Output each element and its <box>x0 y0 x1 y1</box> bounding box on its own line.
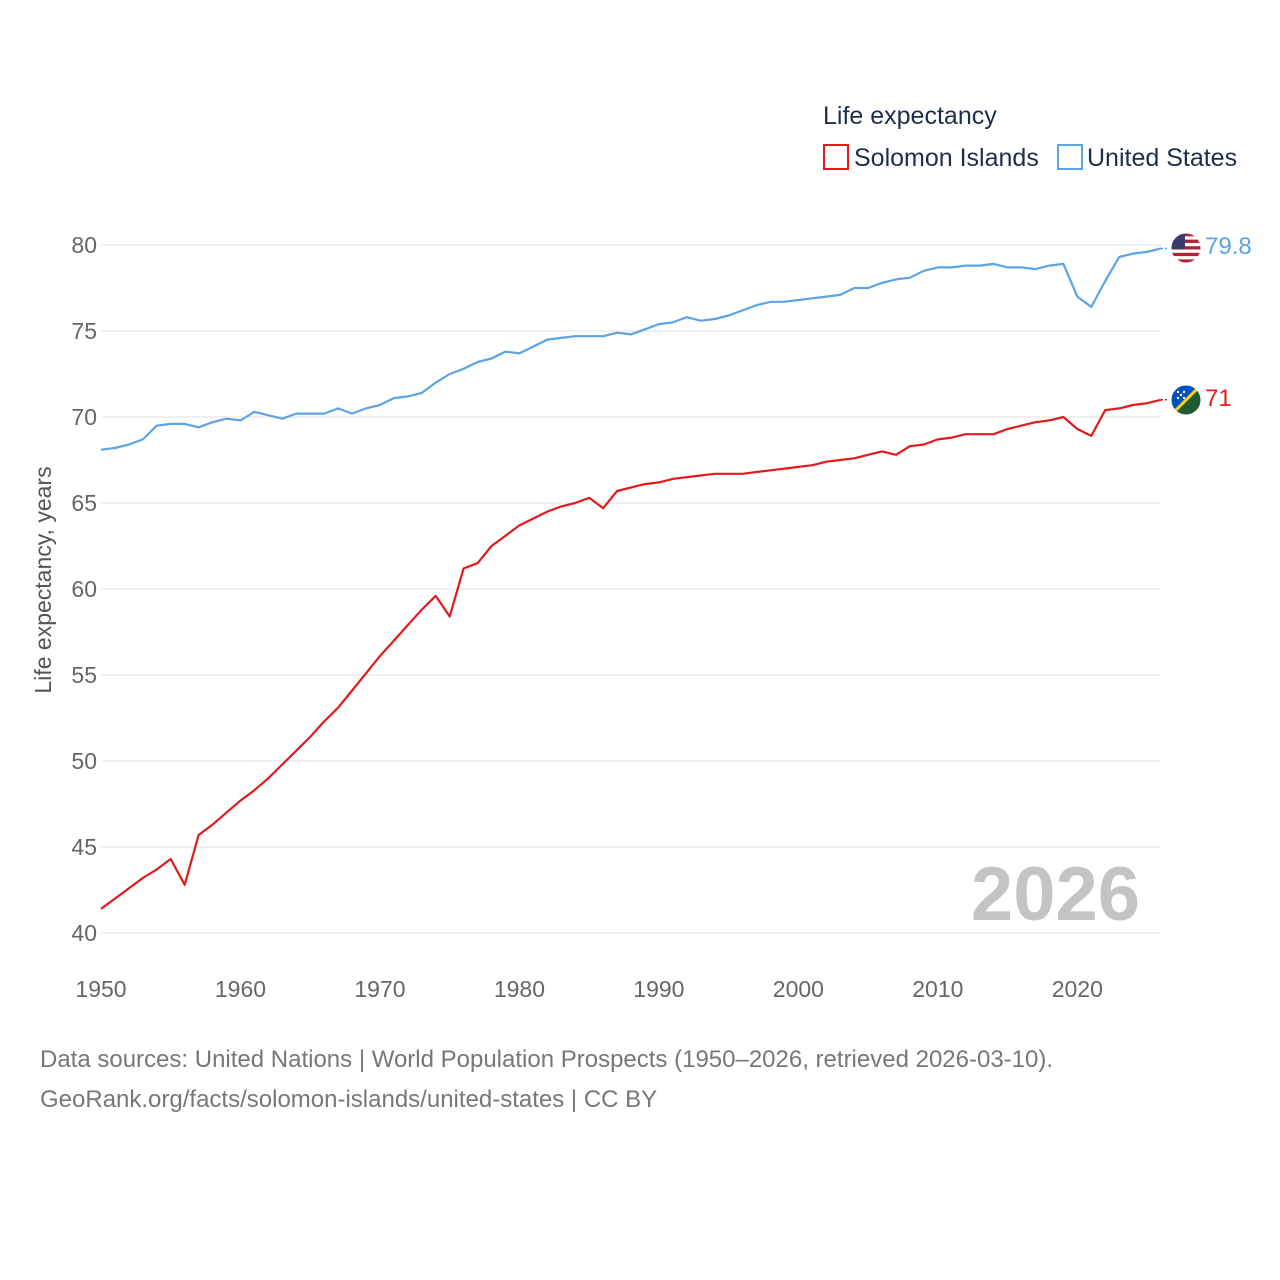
y-axis-ticks: 40 45 50 55 60 65 70 75 80 <box>71 232 97 946</box>
legend-item-solomon-islands[interactable]: Solomon Islands <box>823 144 1039 172</box>
footer: Data sources: United Nations | World Pop… <box>40 1040 1053 1120</box>
footer-sources: Data sources: United Nations | World Pop… <box>40 1046 1054 1073</box>
end-label-solomon-islands: 71 <box>1205 385 1232 412</box>
x-tick-label: 2020 <box>1052 976 1103 1002</box>
x-tick-label: 2010 <box>912 976 963 1002</box>
y-tick-label: 70 <box>71 404 97 430</box>
footer-url: GeoRank.org/facts/solomon-islands/united… <box>40 1086 658 1113</box>
legend-label-solomon-islands: Solomon Islands <box>854 144 1039 172</box>
year-watermark: 2026 <box>971 852 1140 937</box>
x-tick-label: 1970 <box>354 976 405 1002</box>
legend-swatch-solomon-islands <box>823 144 849 170</box>
x-tick-label: 1950 <box>75 976 126 1002</box>
y-tick-label: 80 <box>71 232 97 258</box>
y-tick-label: 40 <box>71 920 97 946</box>
y-axis-title: Life expectancy, years <box>30 466 56 693</box>
series-line-solomon-islands <box>100 398 1162 910</box>
gridlines <box>101 244 1161 934</box>
y-tick-label: 55 <box>71 662 97 688</box>
x-tick-label: 1990 <box>633 976 684 1002</box>
legend-label-united-states: United States <box>1087 144 1237 172</box>
x-tick-label: 2000 <box>773 976 824 1002</box>
x-tick-label: 1960 <box>215 976 266 1002</box>
y-tick-label: 60 <box>71 576 97 602</box>
solomon-islands-flag-ring <box>1170 384 1202 416</box>
solomon-islands-flag-icon <box>1171 385 1201 415</box>
series-line-united-states <box>100 247 1162 451</box>
legend-title: Life expectancy <box>823 102 997 130</box>
legend: Life expectancy Solomon Islands United S… <box>823 102 1237 172</box>
united-states-flag-ring <box>1170 232 1202 264</box>
legend-swatch-united-states <box>1057 144 1083 170</box>
y-tick-label: 65 <box>71 490 97 516</box>
y-tick-label: 45 <box>71 834 97 860</box>
x-tick-label: 1980 <box>494 976 545 1002</box>
legend-item-united-states[interactable]: United States <box>1057 144 1237 172</box>
x-axis-ticks: 1950 1960 1970 1980 1990 2000 2010 2020 <box>75 976 1102 1002</box>
y-tick-label: 75 <box>71 318 97 344</box>
end-label-united-states: 79.8 <box>1205 233 1252 260</box>
series-lines <box>100 247 1169 910</box>
y-tick-label: 50 <box>71 748 97 774</box>
